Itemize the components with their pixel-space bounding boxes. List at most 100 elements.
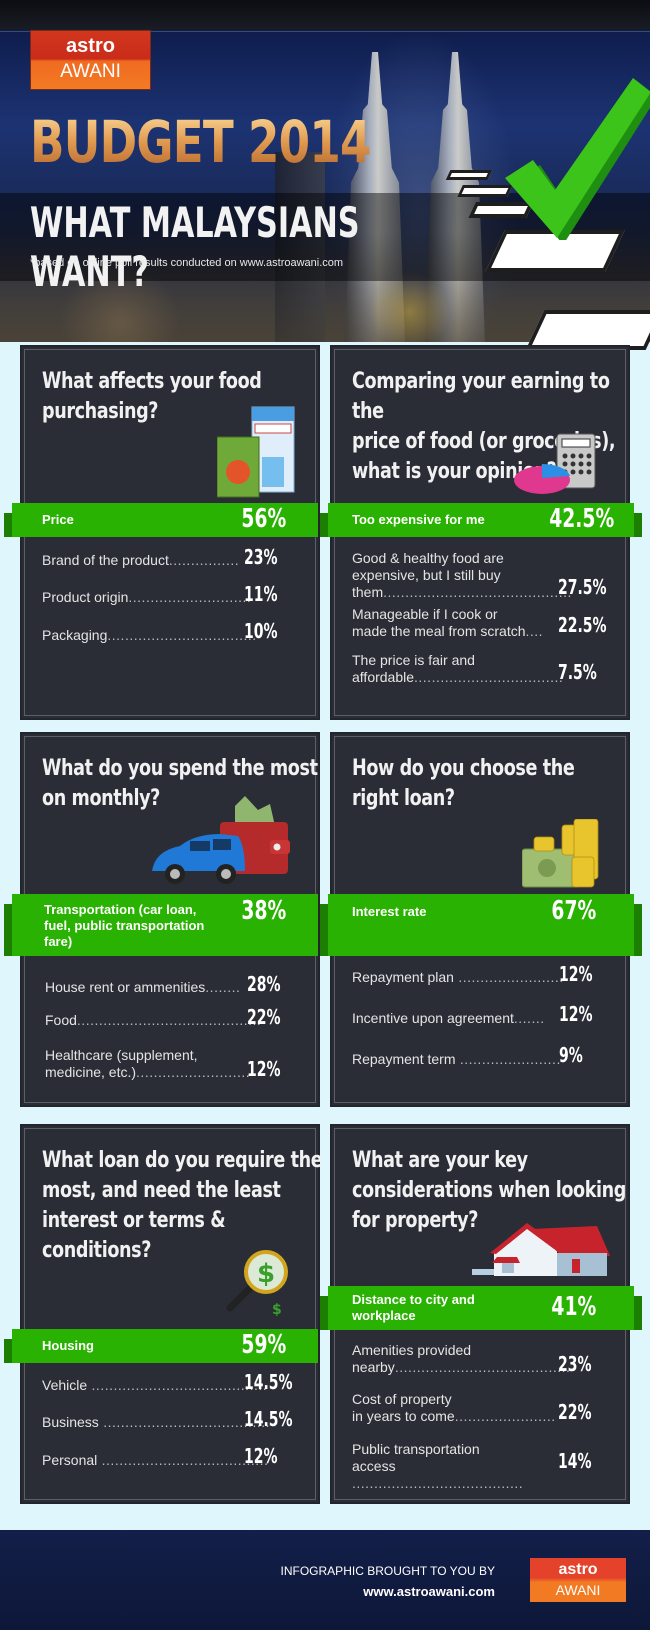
- answer-row: Healthcare (supplement, medicine, etc.).…: [45, 1047, 255, 1081]
- answer-row: The price is fair and affordable........…: [352, 652, 563, 686]
- panel-question: What affects your food purchasing?: [42, 369, 262, 424]
- panel-question: What are your key considerations when lo…: [352, 1148, 626, 1233]
- logo-line-1: astro: [558, 1561, 598, 1578]
- answer-value: 22%: [247, 1005, 281, 1029]
- answer-value: 23%: [244, 545, 278, 569]
- answer-row: Public transportation access ...........…: [352, 1441, 562, 1492]
- leader-dots: ........................................…: [383, 584, 572, 600]
- checkbox-icon: [445, 170, 493, 180]
- bar-shadow: [4, 513, 12, 537]
- page-title: BUDGET 2014: [30, 108, 372, 176]
- answer-label: Cost of property in years to come: [352, 1391, 455, 1424]
- answer-value: 14.5%: [244, 1407, 293, 1431]
- top-answer-value: 41%: [551, 1292, 596, 1322]
- answer-label: Public transportation access: [352, 1441, 480, 1474]
- answer-label: Food: [45, 1012, 77, 1028]
- footnote: *based on online poll results conducted …: [30, 257, 344, 269]
- answer-label: Packaging: [42, 627, 108, 643]
- magnifier-dollar-icon: $ $: [226, 1250, 288, 1316]
- answer-label: Product origin: [42, 589, 129, 605]
- answer-row: House rent or ammenities........: [45, 979, 240, 996]
- answer-value: 12%: [559, 1002, 593, 1026]
- leader-dots: .......................: [455, 1051, 561, 1067]
- answer-label: Repayment plan: [352, 969, 454, 985]
- answer-row: Manageable if I cook or made the meal fr…: [352, 606, 558, 640]
- panel-food-purchasing: What affects your food purchasing? Price…: [4, 345, 320, 720]
- leader-dots: ..........................: [136, 1064, 251, 1080]
- top-answer: Housing 59%: [4, 1329, 318, 1363]
- top-answer-value: 59%: [241, 1330, 286, 1360]
- top-answer: Too expensive for me 42.5%: [320, 503, 642, 537]
- top-answer: Price 56%: [4, 503, 318, 537]
- answer-label: The price is fair and affordable: [352, 652, 475, 685]
- leader-dots: ........................................…: [76, 1012, 262, 1028]
- calculator-pie-icon: [514, 433, 596, 494]
- page-subtitle: WHAT MALAYSIANS WANT?: [30, 198, 360, 296]
- leader-dots: ....: [525, 623, 544, 639]
- leader-dots: ..................................: [414, 669, 564, 685]
- answer-label: Personal: [42, 1452, 98, 1468]
- logo-line-2: AWANI: [555, 1582, 601, 1598]
- answer-label: House rent or ammenities: [45, 979, 206, 995]
- panel-question: What do you spend the most on monthly?: [42, 756, 318, 811]
- answer-value: 10%: [244, 619, 278, 643]
- top-answer-label: Interest rate: [352, 904, 427, 919]
- astro-awani-logo: astro AWANI: [530, 1558, 626, 1602]
- bar-shadow: [634, 1296, 642, 1330]
- answer-label: Brand of the product: [42, 552, 169, 568]
- answer-value: 22.5%: [558, 613, 607, 637]
- bar-shadow: [320, 1296, 328, 1330]
- panel-question: Comparing your earning to the price of f…: [352, 369, 616, 484]
- answer-value: 12%: [559, 962, 593, 986]
- answer-row: Good & healthy food are expensive, but I…: [352, 550, 571, 601]
- footer: INFOGRAPHIC BROUGHT TO YOU BY www.astroa…: [0, 1530, 650, 1630]
- leader-dots: ..................................: [107, 627, 257, 643]
- logo-line-2: AWANI: [60, 61, 121, 82]
- top-answer-value: 56%: [241, 504, 286, 534]
- answer-row: Cost of property in years to come.......…: [352, 1391, 562, 1425]
- answer-row: Brand of the product................: [42, 552, 239, 569]
- leader-dots: ........................: [453, 969, 564, 985]
- panel-monthly-spending: What do you spend the most on monthly? T…: [4, 732, 320, 1107]
- answer-value: 27.5%: [558, 575, 607, 599]
- panel-question: How do you choose the right loan?: [352, 756, 575, 811]
- answer-label: Healthcare (supplement, medicine, etc.): [45, 1047, 198, 1080]
- house-icon: [472, 1223, 610, 1276]
- answer-value: 12%: [244, 1444, 278, 1468]
- top-answer: Distance to city and workplace 41%: [320, 1286, 642, 1330]
- answer-value: 28%: [247, 972, 281, 996]
- svg-text:$: $: [272, 1302, 282, 1316]
- groceries-icon: [217, 406, 295, 498]
- bar-shadow: [634, 904, 642, 956]
- answer-row: Amenities provided nearby...............…: [352, 1342, 570, 1376]
- leader-dots: ........: [205, 979, 241, 995]
- panel-choose-loan: How do you choose the right loan? Intere…: [320, 732, 642, 1107]
- answer-label: Amenities provided nearby: [352, 1342, 472, 1375]
- checkmark-icon: [505, 78, 650, 240]
- answer-row: Food....................................…: [45, 1012, 261, 1029]
- footer-website-link[interactable]: www.astroawani.com: [363, 1584, 495, 1599]
- answer-row: Repayment plan ........................: [352, 969, 564, 986]
- panel-earning-vs-food-price: Comparing your earning to the price of f…: [320, 345, 642, 720]
- top-answer-label: Transportation (car loan, fuel, public t…: [44, 902, 205, 949]
- answer-value: 9%: [559, 1043, 583, 1067]
- leader-dots: .......................: [454, 1408, 556, 1424]
- svg-text:$: $: [257, 1259, 275, 1289]
- panel-question: What loan do you require the most, and n…: [42, 1148, 323, 1263]
- top-answer-value: 38%: [241, 896, 286, 926]
- top-answer-label: Distance to city and workplace: [352, 1292, 475, 1323]
- checkbox-icon: [525, 310, 650, 350]
- top-answer: Interest rate 67%: [320, 894, 642, 956]
- leader-dots: .......................................: [352, 1475, 524, 1491]
- answer-value: 14%: [558, 1449, 592, 1473]
- answer-label: Incentive upon agreement: [352, 1010, 514, 1026]
- money-coins-icon: [522, 819, 599, 888]
- answer-label: Manageable if I cook or made the meal fr…: [352, 606, 526, 639]
- answer-value: 7.5%: [558, 660, 597, 684]
- bar-shadow: [4, 904, 12, 956]
- footer-credit: INFOGRAPHIC BROUGHT TO YOU BY: [280, 1564, 495, 1578]
- top-answer-value: 67%: [551, 896, 596, 926]
- top-answer: Transportation (car loan, fuel, public t…: [4, 894, 318, 956]
- bar-shadow: [4, 1339, 12, 1363]
- leader-dots: ......................................: [98, 1414, 271, 1430]
